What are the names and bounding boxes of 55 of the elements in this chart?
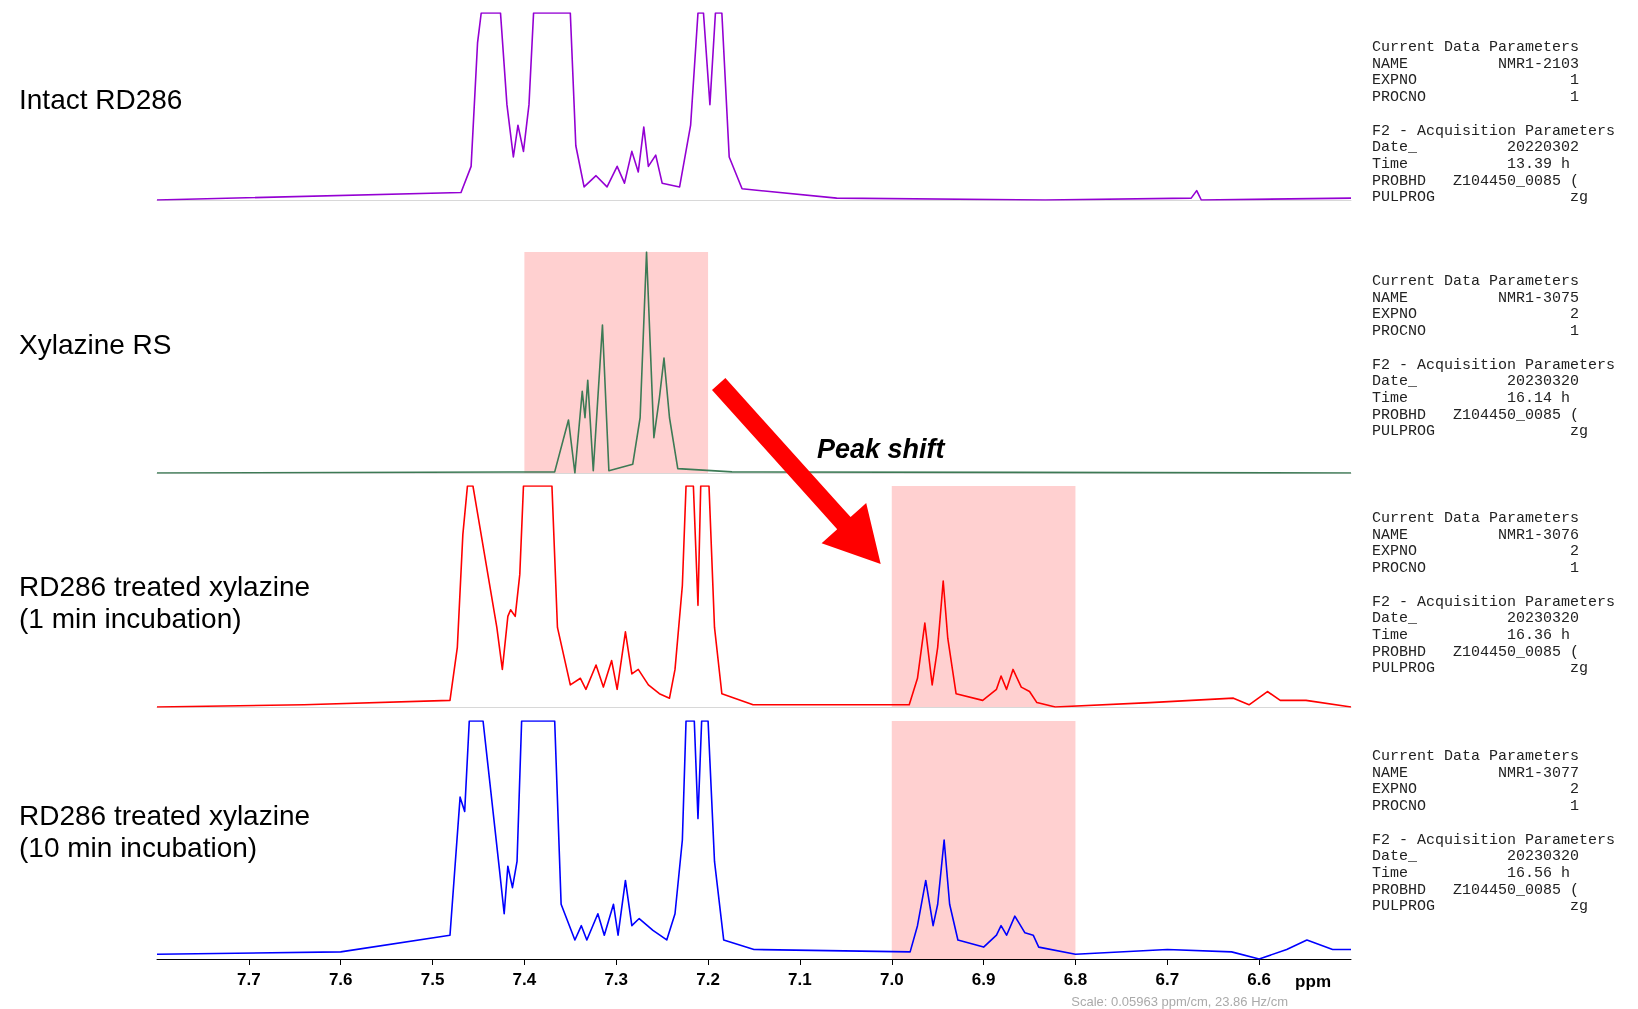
x-tick-label: 7.4 — [512, 970, 537, 989]
x-tick-label: 7.5 — [420, 970, 445, 989]
text: Intact RD286 — [19, 83, 183, 115]
x-tick-label: 7.3 — [604, 970, 629, 989]
text: PROCNO 1 — [1372, 798, 1581, 816]
x-tick-label: 7.0 — [879, 970, 904, 989]
text: PULPROG zg — [1372, 898, 1590, 917]
x-tick-label: 7.6 — [328, 970, 353, 989]
x-tick-label: 7.1 — [788, 970, 812, 989]
text: Date_ 20230320 — [1372, 610, 1581, 628]
text: EXPNO 2 — [1372, 306, 1581, 325]
text: Time 16.14 h — [1372, 389, 1572, 408]
text: F2 - Acquisition Parameters — [1372, 122, 1616, 141]
text: F2 - Acquisition Parameters — [1372, 593, 1616, 612]
text: NAME NMR1-2103 — [1372, 55, 1581, 74]
text: PROBHD Z104450_0085 ( — [1372, 406, 1581, 425]
text: Current Data Parameters — [1372, 510, 1581, 528]
x-tick-label: 7.7 — [237, 970, 261, 989]
text: PULPROG zg — [1372, 660, 1590, 679]
x-tick-label: 7.2 — [696, 970, 720, 989]
x-tick-label: 6.8 — [1063, 970, 1088, 989]
text: Date_ 20220302 — [1372, 139, 1581, 157]
text: NAME NMR1-3077 — [1372, 764, 1581, 783]
text: PROCNO 1 — [1372, 323, 1581, 341]
text: PULPROG zg — [1372, 189, 1590, 208]
text: RD286 treated xylazine (1 min incubation) — [19, 570, 311, 634]
x-tick-label: 6.9 — [971, 970, 996, 989]
x-tick-label: 6.7 — [1155, 970, 1180, 989]
text: RD286 treated xylazine (10 min incubation) — [19, 799, 311, 863]
text: Time 16.36 h — [1372, 626, 1572, 645]
text: F2 - Acquisition Parameters — [1372, 356, 1616, 375]
text: PROBHD Z104450_0085 ( — [1372, 643, 1581, 662]
text: Xylazine RS — [19, 328, 172, 360]
text: PROBHD Z104450_0085 ( — [1372, 172, 1581, 191]
text: Time 13.39 h — [1372, 155, 1572, 174]
text: PULPROG zg — [1372, 423, 1590, 442]
text: EXPNO 2 — [1372, 543, 1581, 562]
text: NAME NMR1-3076 — [1372, 526, 1581, 545]
x-tick-label: 6.6 — [1247, 970, 1271, 989]
text: PROCNO 1 — [1372, 89, 1581, 107]
text: PROBHD Z104450_0085 ( — [1372, 881, 1581, 900]
text: Scale: 0.05963 ppm/cm, 23.86 Hz/cm — [1071, 994, 1289, 1009]
text: Current Data Parameters — [1372, 39, 1581, 57]
text: Date_ 20230320 — [1372, 848, 1581, 866]
text: PROCNO 1 — [1372, 560, 1581, 578]
annotation: Peak shift — [817, 433, 946, 464]
text: Time 16.56 h — [1372, 864, 1572, 883]
text: F2 - Acquisition Parameters — [1372, 831, 1616, 850]
x-axis-title: ppm — [1295, 972, 1331, 991]
text: EXPNO 1 — [1372, 72, 1581, 91]
text: NAME NMR1-3075 — [1372, 289, 1581, 308]
text: Current Data Parameters — [1372, 748, 1581, 766]
text: EXPNO 2 — [1372, 781, 1581, 800]
text: Current Data Parameters — [1372, 273, 1581, 291]
text: Date_ 20230320 — [1372, 373, 1581, 391]
